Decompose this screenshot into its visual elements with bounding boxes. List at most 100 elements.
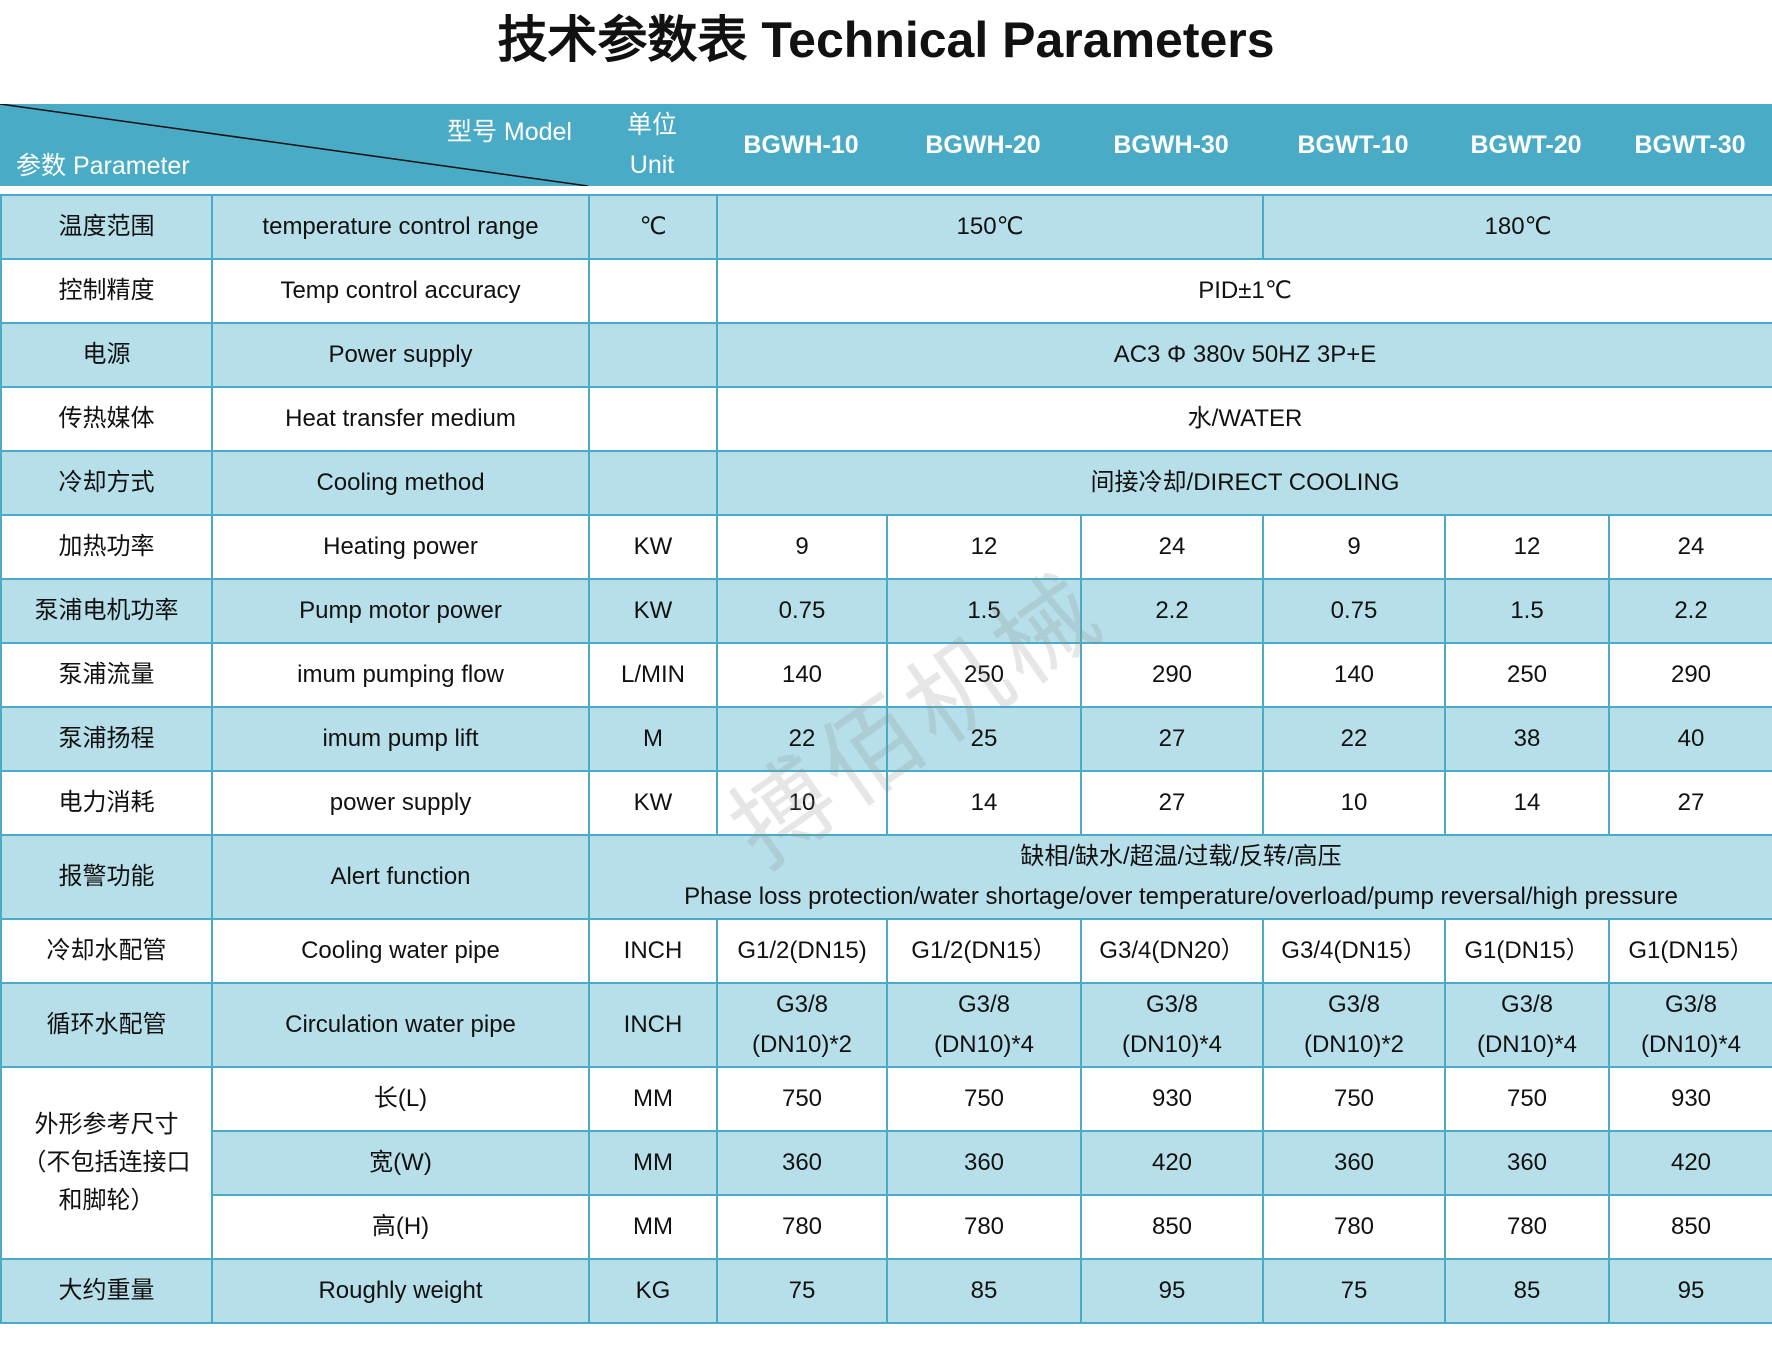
value-cell: 1.5 xyxy=(1444,578,1610,644)
value-cell: 850 xyxy=(1080,1194,1264,1260)
param-en-cell: Temp control accuracy xyxy=(211,258,590,324)
value-cell: G3/4(DN15） xyxy=(1262,918,1446,984)
value-cell: 75 xyxy=(716,1258,888,1324)
table-row: 高(H) MM 780 780 850 780 780 850 xyxy=(1,1194,1772,1260)
value-cell: 780 xyxy=(1444,1194,1610,1260)
param-cn-cell: 泵浦电机功率 xyxy=(0,578,213,644)
param-cn-cell: 控制精度 xyxy=(0,258,213,324)
value-cell: G3/8 (DN10)*4 xyxy=(1080,982,1264,1068)
value-cell: 420 xyxy=(1608,1130,1772,1196)
value-cell: 140 xyxy=(716,642,888,708)
table-row: 加热功率 Heating power KW 9 12 24 9 12 24 xyxy=(0,514,1772,580)
value-cell: 1.5 xyxy=(886,578,1082,644)
value-cell: 14 xyxy=(886,770,1082,836)
value-cell: 85 xyxy=(1444,1258,1610,1324)
value-cell: 250 xyxy=(886,642,1082,708)
value-cell: 24 xyxy=(1608,514,1772,580)
param-en-cell: Cooling method xyxy=(211,450,590,516)
param-cn-cell: 大约重量 xyxy=(0,1258,213,1324)
value-cell: G1/2(DN15) xyxy=(716,918,888,984)
param-en-cell: Heat transfer medium xyxy=(211,386,590,452)
value-cell: G3/8 (DN10)*2 xyxy=(1262,982,1446,1068)
value-cell: G3/4(DN20） xyxy=(1080,918,1264,984)
param-cn-cell: 传热媒体 xyxy=(0,386,213,452)
value-cell: 12 xyxy=(886,514,1082,580)
value-cell: 930 xyxy=(1608,1066,1772,1132)
value-cell: 12 xyxy=(1444,514,1610,580)
value-cell: 95 xyxy=(1080,1258,1264,1324)
value-cell: 2.2 xyxy=(1080,578,1264,644)
value-cell: 780 xyxy=(716,1194,888,1260)
table-row: 电力消耗 power supply KW 10 14 27 10 14 27 xyxy=(0,770,1772,836)
param-cn-cell: 电力消耗 xyxy=(0,770,213,836)
param-en-cell: imum pump lift xyxy=(211,706,590,772)
value-cell: 9 xyxy=(716,514,888,580)
table-row: 宽(W) MM 360 360 420 360 360 420 xyxy=(1,1130,1772,1196)
diagonal-divider xyxy=(0,104,588,186)
unit-cell: ℃ xyxy=(588,194,718,260)
value-cell: 930 xyxy=(1080,1066,1264,1132)
param-en-cell: imum pumping flow xyxy=(211,642,590,708)
value-cell: 95 xyxy=(1608,1258,1772,1324)
alert-line: 缺相/缺水/超温/过载/反转/高压 xyxy=(1020,843,1342,870)
unit-cell: MM xyxy=(588,1194,718,1260)
value-cell: 360 xyxy=(886,1130,1082,1196)
value-cell: 780 xyxy=(886,1194,1082,1260)
unit-cell: M xyxy=(588,706,718,772)
value-cell: G1/2(DN15） xyxy=(886,918,1082,984)
value-cell: G3/8 (DN10)*2 xyxy=(716,982,888,1068)
param-cn-cell: 冷却水配管 xyxy=(0,918,213,984)
param-en-cell: 高(H) xyxy=(211,1194,590,1260)
page-title: 技术参数表 Technical Parameters xyxy=(497,12,1275,68)
value-cell: G3/8 (DN10)*4 xyxy=(1608,982,1772,1068)
param-cn-cell: 泵浦扬程 xyxy=(0,706,213,772)
value-cell: 27 xyxy=(1608,770,1772,836)
header-param-label: 参数 Parameter xyxy=(16,152,190,180)
param-cn-cell: 泵浦流量 xyxy=(0,642,213,708)
table-row: 温度范围 temperature control range ℃ 150℃ 180℃ xyxy=(0,194,1772,260)
param-en-cell: Alert function xyxy=(211,834,590,920)
table-row: 传热媒体 Heat transfer medium 水/WATER xyxy=(0,386,1772,452)
value-cell: 14 xyxy=(1444,770,1610,836)
param-cn-cell: 循环水配管 xyxy=(0,982,213,1068)
header-model-bgwt-20: BGWT-20 xyxy=(1470,130,1582,159)
unit-cell: KW xyxy=(588,578,718,644)
value-cell: 750 xyxy=(1262,1066,1446,1132)
param-en-cell: 长(L) xyxy=(211,1066,590,1132)
value-cell: 85 xyxy=(886,1258,1082,1324)
table-row: 泵浦流量 imum pumping flow L/MIN 140 250 290 140 25… xyxy=(0,642,1772,708)
param-en-cell: power supply xyxy=(211,770,590,836)
unit-cell: MM xyxy=(588,1130,718,1196)
param-cn-cell: 温度范围 xyxy=(0,194,213,260)
unit-cell: MM xyxy=(588,1066,718,1132)
value-cell: 27 xyxy=(1080,706,1264,772)
value-cell: 180℃ xyxy=(1262,194,1772,260)
param-cn-cell: 报警功能 xyxy=(0,834,213,920)
value-cell: 2.2 xyxy=(1608,578,1772,644)
value-cell: 75 xyxy=(1262,1258,1446,1324)
value-cell: 0.75 xyxy=(716,578,888,644)
table-row: 冷却方式 Cooling method 间接冷却/DIRECT COOLING xyxy=(0,450,1772,516)
param-cn-cell: 电源 xyxy=(0,322,213,388)
spec-table: 温度范围 temperature control range ℃ 150℃ 180℃ 控制… xyxy=(0,194,1772,1324)
header-unit-cn: 单位 xyxy=(626,111,677,139)
value-cell: 9 xyxy=(1262,514,1446,580)
value-cell: 27 xyxy=(1080,770,1264,836)
value-cell: 360 xyxy=(1444,1130,1610,1196)
value-cell: 25 xyxy=(886,706,1082,772)
unit-cell: L/MIN xyxy=(588,642,718,708)
table-row: 外形参考尺寸（不包括连接口和脚轮） 长(L) MM 750 750 930 750 750 93… xyxy=(0,1066,1772,1260)
value-cell: 250 xyxy=(1444,642,1610,708)
value-cell: 750 xyxy=(886,1066,1082,1132)
value-cell: 10 xyxy=(1262,770,1446,836)
param-en-cell: Pump motor power xyxy=(211,578,590,644)
value-cell: 10 xyxy=(716,770,888,836)
value-cell: G3/8 (DN10)*4 xyxy=(886,982,1082,1068)
alert-line: Phase loss protection/water shortage/ove… xyxy=(684,883,1678,910)
value-cell: 40 xyxy=(1608,706,1772,772)
unit-cell xyxy=(588,450,718,516)
value-cell: 420 xyxy=(1080,1130,1264,1196)
alert-values-cell: 缺相/缺水/超温/过载/反转/高压 Phase loss protection/w… xyxy=(588,834,1772,920)
header-param-model-cell: 型号 Model 参数 Parameter xyxy=(0,104,588,186)
table-header: 型号 Model 参数 Parameter 单位 Unit BGWH-10 BGW… xyxy=(0,104,1772,186)
